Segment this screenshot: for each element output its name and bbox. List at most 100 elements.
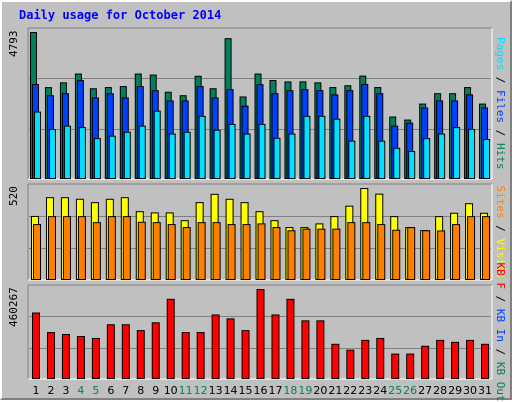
bar-sites-day-6 bbox=[107, 216, 116, 280]
bar-kb-day-17 bbox=[271, 314, 280, 379]
bar-kb-day-4 bbox=[76, 335, 85, 380]
bar-pages-day-6 bbox=[108, 135, 116, 180]
legend-separator: / bbox=[494, 342, 507, 362]
bar-sites-day-2 bbox=[47, 216, 56, 280]
day-label-15: 15 bbox=[239, 384, 253, 397]
bar-sites-day-3 bbox=[62, 216, 71, 280]
bar-pages-day-29 bbox=[453, 127, 461, 179]
bar-sites-day-29 bbox=[452, 224, 461, 280]
bar-kb-day-14 bbox=[226, 318, 235, 379]
legend-kb-out: KB Out bbox=[494, 361, 507, 402]
bar-pages-day-15 bbox=[243, 133, 251, 180]
bar-sites-day-22 bbox=[347, 222, 356, 280]
bar-pages-day-10 bbox=[168, 133, 176, 180]
day-label-20: 20 bbox=[313, 384, 327, 397]
bar-kb-day-11 bbox=[181, 332, 190, 379]
bar-sites-day-20 bbox=[317, 228, 326, 280]
bar-sites-day-23 bbox=[362, 222, 371, 280]
legend-files: Files bbox=[494, 90, 507, 124]
day-label-5: 5 bbox=[92, 384, 99, 397]
bar-pages-day-2 bbox=[48, 128, 56, 179]
bar-pages-day-1 bbox=[34, 111, 41, 179]
bar-pages-day-26 bbox=[408, 151, 416, 179]
day-label-26: 26 bbox=[403, 384, 417, 397]
bar-pages-day-3 bbox=[63, 125, 71, 179]
bar-sites-day-7 bbox=[122, 216, 131, 280]
bar-kb-day-20 bbox=[316, 320, 325, 380]
bar-sites-day-16 bbox=[257, 223, 266, 280]
bar-pages-day-24 bbox=[378, 140, 386, 179]
legend-separator: / bbox=[494, 123, 507, 143]
day-label-25: 25 bbox=[388, 384, 402, 397]
bar-sites-day-5 bbox=[92, 222, 101, 280]
day-label-9: 9 bbox=[152, 384, 159, 397]
bar-sites-day-21 bbox=[332, 228, 341, 280]
day-label-11: 11 bbox=[179, 384, 193, 397]
bar-kb-day-22 bbox=[346, 349, 355, 379]
day-label-28: 28 bbox=[433, 384, 447, 397]
bar-kb-day-9 bbox=[151, 322, 160, 380]
bar-sites-day-14 bbox=[227, 224, 236, 280]
day-label-16: 16 bbox=[254, 384, 268, 397]
day-label-2: 2 bbox=[47, 384, 54, 397]
day-label-3: 3 bbox=[62, 384, 69, 397]
day-label-6: 6 bbox=[107, 384, 114, 397]
legend-kb-in: KB In bbox=[494, 308, 507, 342]
day-label-22: 22 bbox=[343, 384, 357, 397]
bar-pages-day-13 bbox=[213, 129, 221, 179]
hits-panel-ymax-label: 4793 bbox=[7, 30, 20, 58]
bar-kb-day-30 bbox=[466, 339, 475, 380]
bar-sites-day-11 bbox=[182, 227, 191, 281]
bar-pages-day-25 bbox=[393, 147, 401, 179]
legend-separator: / bbox=[494, 70, 507, 90]
day-label-18: 18 bbox=[283, 384, 297, 397]
bar-pages-day-12 bbox=[198, 115, 206, 180]
legend-separator: / bbox=[494, 218, 507, 239]
bar-pages-day-5 bbox=[93, 138, 101, 179]
bar-pages-day-14 bbox=[228, 123, 236, 179]
bar-sites-day-24 bbox=[377, 224, 386, 280]
day-label-4: 4 bbox=[77, 384, 84, 397]
bar-kb-day-29 bbox=[451, 341, 460, 380]
bar-sites-day-4 bbox=[77, 216, 86, 280]
bar-pages-day-21 bbox=[333, 118, 341, 179]
bar-pages-day-27 bbox=[423, 138, 431, 179]
bar-pages-day-23 bbox=[363, 115, 371, 180]
day-label-21: 21 bbox=[328, 384, 342, 397]
bar-sites-day-31 bbox=[482, 216, 491, 280]
legend-sites: Sites bbox=[494, 185, 507, 219]
bar-pages-day-16 bbox=[258, 123, 266, 179]
bar-pages-day-9 bbox=[153, 110, 161, 179]
legend-kb-f: KB F bbox=[494, 262, 507, 290]
bar-kb-day-27 bbox=[421, 345, 430, 379]
bar-kb-day-16 bbox=[256, 289, 265, 379]
bar-sites-day-18 bbox=[287, 230, 296, 281]
bar-kb-day-10 bbox=[166, 298, 175, 379]
day-label-8: 8 bbox=[137, 384, 144, 397]
bar-sites-day-28 bbox=[437, 230, 446, 280]
bar-kb-day-18 bbox=[286, 298, 295, 379]
bar-kb-day-6 bbox=[106, 324, 115, 380]
bar-pages-day-11 bbox=[183, 131, 191, 179]
day-label-10: 10 bbox=[164, 384, 178, 397]
day-label-17: 17 bbox=[268, 384, 282, 397]
bar-kb-day-28 bbox=[436, 339, 445, 380]
day-label-30: 30 bbox=[463, 384, 477, 397]
day-label-1: 1 bbox=[32, 384, 39, 397]
bar-sites-day-26 bbox=[407, 227, 416, 281]
bar-kb-day-21 bbox=[331, 343, 340, 379]
day-label-24: 24 bbox=[373, 384, 387, 397]
day-label-27: 27 bbox=[418, 384, 432, 397]
legend-pages: Pages bbox=[494, 37, 507, 71]
bar-kb-day-15 bbox=[241, 330, 250, 379]
bar-kb-day-7 bbox=[121, 324, 130, 380]
bar-pages-day-8 bbox=[138, 125, 146, 179]
day-label-7: 7 bbox=[122, 384, 129, 397]
bar-kb-day-19 bbox=[301, 320, 310, 380]
bar-kb-day-5 bbox=[91, 337, 100, 380]
bar-kb-day-25 bbox=[391, 353, 400, 380]
bar-pages-day-4 bbox=[78, 127, 86, 179]
bar-sites-day-17 bbox=[272, 227, 281, 281]
